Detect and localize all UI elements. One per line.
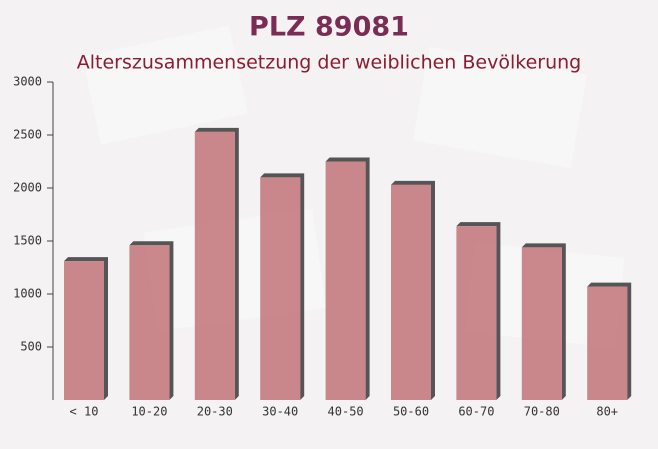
x-tick-label: 30-40	[262, 405, 298, 419]
y-tick-label: 500	[20, 340, 42, 354]
x-tick-label: 50-60	[393, 405, 429, 419]
bar	[129, 245, 170, 400]
x-tick-label: < 10	[70, 405, 99, 419]
bar	[325, 161, 366, 400]
bar	[521, 247, 562, 400]
x-tick-label: 60-70	[458, 405, 494, 419]
x-tick-label: 80+	[596, 405, 618, 419]
x-tick-label: 70-80	[524, 405, 560, 419]
chart-title: PLZ 89081	[249, 12, 409, 43]
y-tick-label: 3000	[13, 75, 42, 89]
bar	[456, 226, 497, 400]
y-tick-label: 2500	[13, 128, 42, 142]
x-tick-label: 10-20	[131, 405, 167, 419]
bar	[391, 184, 431, 400]
bar	[587, 286, 628, 400]
chart-subtitle: Alterszusammensetzung der weiblichen Bev…	[77, 52, 581, 74]
x-tick-label: 40-50	[328, 405, 364, 419]
bar	[194, 131, 235, 400]
bar	[260, 177, 301, 400]
y-tick-label: 1000	[13, 287, 42, 301]
y-tick-label: 1500	[13, 234, 42, 248]
y-tick-label: 2000	[13, 181, 42, 195]
x-tick-label: 20-30	[197, 405, 233, 419]
bar	[64, 261, 104, 400]
